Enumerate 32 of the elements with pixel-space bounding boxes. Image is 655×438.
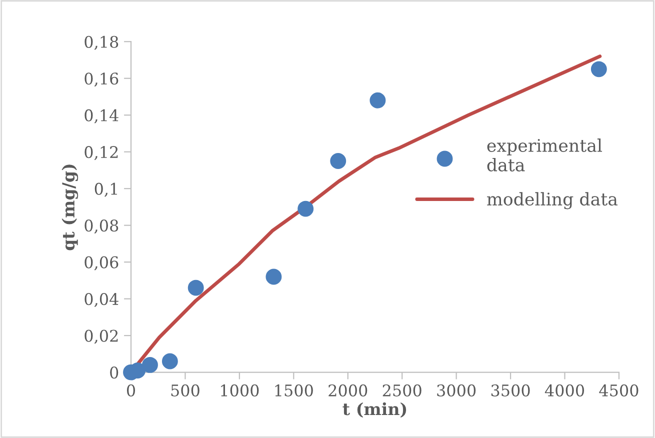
y-tick-label: 0,06: [84, 256, 118, 270]
point: [188, 280, 204, 296]
y-tick-label: 0: [110, 366, 118, 379]
legend-label: modelling data: [487, 192, 618, 210]
y-tick-label: 0,04: [84, 293, 118, 308]
x-tick-label: 3500: [491, 384, 530, 396]
x-tick-label: 2500: [382, 384, 422, 396]
point: [330, 153, 346, 170]
legend-label: experimental data: [487, 138, 602, 172]
y-tick-label: 0,08: [84, 220, 118, 234]
x-tick-label: 4500: [599, 384, 638, 396]
x-tick-label: 4000: [544, 384, 584, 396]
y-tick-label: 0,16: [84, 72, 118, 87]
y-tick-label: 0,02: [84, 330, 118, 344]
point: [162, 353, 178, 370]
y-tick-label: 0,1: [94, 182, 117, 197]
point: [298, 200, 314, 217]
x-tick-label: 1500: [275, 384, 313, 396]
x-tick-label: 0: [126, 384, 136, 396]
point: [142, 356, 158, 373]
x-tick-label: 2000: [328, 384, 368, 396]
point: [370, 92, 386, 108]
y-tick-label: 0,12: [84, 146, 118, 160]
x-tick-label: 500: [171, 384, 200, 396]
x-axis-title: t (min): [342, 402, 406, 418]
point: [590, 61, 607, 78]
y-axis-title: qt (mg/g): [62, 164, 78, 250]
x-tick-label: 3000: [437, 384, 476, 396]
y-tick-label: 0,14: [84, 109, 118, 124]
x-tick-label: 1000: [221, 384, 259, 396]
point: [266, 268, 282, 285]
y-tick-label: 0,18: [84, 36, 118, 50]
